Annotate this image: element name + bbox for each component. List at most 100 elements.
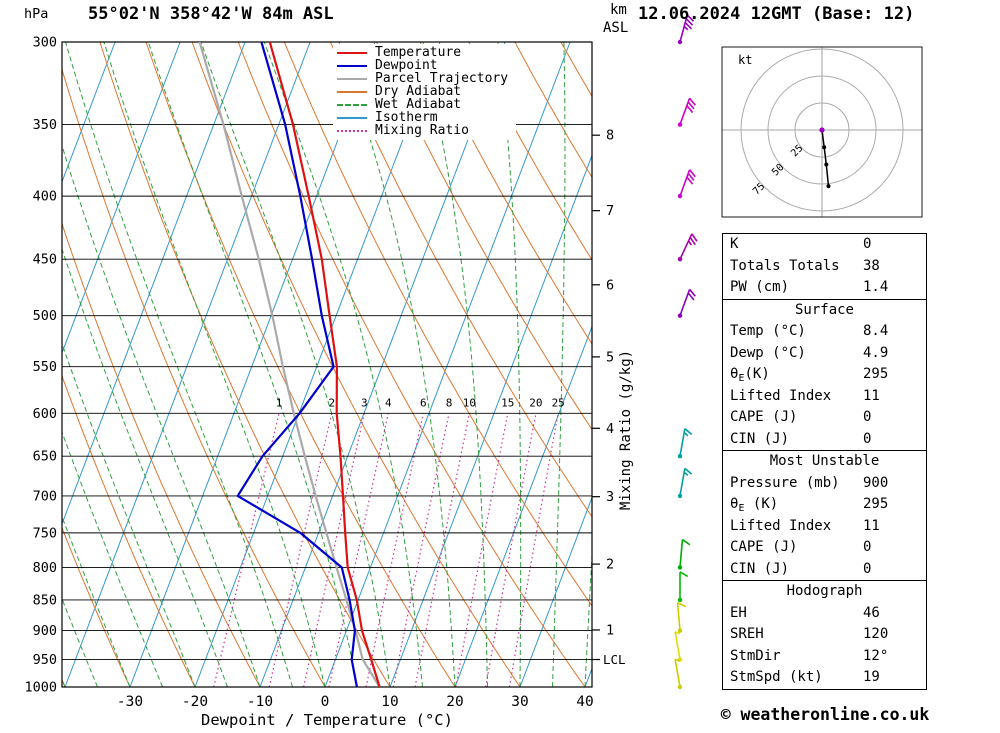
most-unstable-table: Most Unstable Pressure (mb) 900 θE (K) 2… (722, 450, 927, 581)
isotherm-line (259, 42, 506, 687)
plot-border (61, 41, 593, 688)
wind-barb (677, 467, 693, 499)
row-label: Temp (°C) (730, 323, 806, 339)
temp-tick-label: -30 (117, 694, 143, 710)
table-row: StmDir 12° (723, 646, 926, 668)
wind-barb (677, 571, 689, 603)
row-label: CIN (J) (730, 430, 790, 447)
pressure-tick-label: 800 (33, 560, 57, 576)
table-row: K 0 (723, 234, 926, 256)
isotherm-line (62, 42, 246, 526)
mixing-ratio-label: 3 (361, 396, 368, 409)
table-row: Totals Totals 38 (723, 256, 926, 278)
mixing-ratio-line (414, 413, 470, 687)
table-row: EH 46 (723, 603, 926, 625)
row-label: EH (730, 604, 747, 621)
pressure-tick-label: 950 (33, 652, 57, 668)
row-value: 120 (863, 626, 889, 642)
legend-item-wet-adiabat: Wet Adiabat (337, 97, 508, 112)
table-row: Lifted Index 11 (723, 516, 926, 538)
isotherm-line (389, 154, 592, 687)
mixing-ratio-line (392, 413, 450, 687)
table-title: Surface (794, 301, 854, 318)
row-label: CAPE (J) (730, 539, 798, 555)
legend-item-mixing-ratio: Mixing Ratio (337, 123, 508, 138)
row-value: 4.9 (863, 344, 889, 361)
hodograph-start-dot (819, 127, 825, 133)
km-tick-label: 5 (606, 349, 614, 365)
dewpoint-curve (236, 42, 358, 687)
wind-barb (677, 288, 696, 318)
pressure-tick-label: 400 (33, 189, 57, 205)
legend-label: Parcel Trajectory (375, 71, 509, 86)
row-value: 38 (863, 257, 880, 274)
wet-adiabat-line (420, 42, 488, 687)
isotherm-line (194, 42, 441, 687)
legend-item-dewpoint: Dewpoint (337, 58, 508, 73)
dry-adiabat-line (62, 374, 196, 687)
pressure-unit-label: hPa (24, 6, 49, 22)
temperature-line-swatch (337, 51, 367, 54)
legend-label: Mixing Ratio (375, 123, 469, 138)
x-axis-label: Dewpoint / Temperature (°C) (201, 711, 453, 729)
row-label: CIN (J) (730, 560, 790, 577)
km-tick-label: 2 (606, 557, 614, 573)
pressure-tick-label: 350 (33, 117, 57, 133)
table-title: Most Unstable (769, 453, 880, 469)
row-label: Pressure (mb) (730, 474, 840, 491)
pressure-tick-label: 300 (33, 35, 57, 51)
dry-adiabat-line (62, 526, 131, 687)
dry-adiabat-line (62, 67, 326, 687)
row-label-theta-e: θE(K) (730, 366, 770, 384)
mixing-ratio-label: 15 (501, 396, 514, 409)
table-row: CAPE (J) 0 (723, 537, 926, 559)
mixing-ratio-line (365, 413, 424, 687)
row-label: Lifted Index (730, 387, 832, 404)
dry-adiabat-line (376, 42, 592, 431)
legend: Temperature Dewpoint Parcel Trajectory D… (333, 44, 517, 140)
table-row: θE (K) 295 (723, 494, 926, 516)
wet-adiabat-line (103, 42, 326, 687)
wind-barb (677, 14, 695, 45)
mixing-ratio-label: 6 (420, 396, 427, 409)
pressure-tick-label: 1000 (24, 680, 57, 696)
isotherm-line (64, 42, 311, 687)
hodograph-trace (821, 129, 830, 187)
dry-adiabat-swatch (337, 90, 367, 93)
row-value: 0 (863, 539, 872, 555)
dry-adiabat-line (422, 42, 592, 345)
table-row: PW (cm) 1.4 (723, 277, 926, 299)
mixing-ratio-swatch (337, 129, 367, 132)
hodograph-ring (740, 48, 904, 212)
temp-tick-label: 20 (446, 694, 463, 710)
km-tick-label: 6 (606, 277, 614, 293)
pressure-tick-label: 750 (33, 525, 57, 541)
pressure-tick-label: 900 (33, 623, 57, 639)
mixing-ratio-label: 1 (276, 396, 283, 409)
wet-adiabat-line (552, 42, 566, 687)
pressure-tick-label: 450 (33, 252, 57, 268)
table-row: θE(K) 295 (723, 364, 926, 386)
hodograph-ring-label: 50 (770, 162, 786, 178)
row-value: 1.4 (863, 279, 889, 295)
mixing-ratio-label: 20 (529, 396, 542, 409)
wet-adiabat-line (338, 42, 456, 687)
temp-tick-label: 30 (511, 694, 528, 710)
mixing-ratio-line (455, 413, 509, 687)
wind-barb-column (674, 14, 698, 690)
pressure-tick-label: 650 (33, 449, 57, 465)
hodograph-ring-label: 25 (789, 143, 805, 159)
copyright: © weatheronline.co.uk (720, 705, 930, 724)
row-label: PW (cm) (730, 279, 790, 295)
legend-item-dry-adiabat: Dry Adiabat (337, 84, 508, 99)
row-value: 295 (863, 366, 889, 382)
row-value: 11 (863, 387, 880, 404)
mixing-ratio-label: 2 (328, 396, 335, 409)
mixing-ratio-label: 4 (385, 396, 392, 409)
isotherm-swatch (337, 116, 367, 119)
axis-labels: 1 2 3 4 6 8 10 15 20 2530035040045050055060065070… (24, 35, 625, 711)
row-label-theta-e: θE (K) (730, 496, 779, 514)
table-row: Temp (°C) 8.4 (723, 321, 926, 343)
